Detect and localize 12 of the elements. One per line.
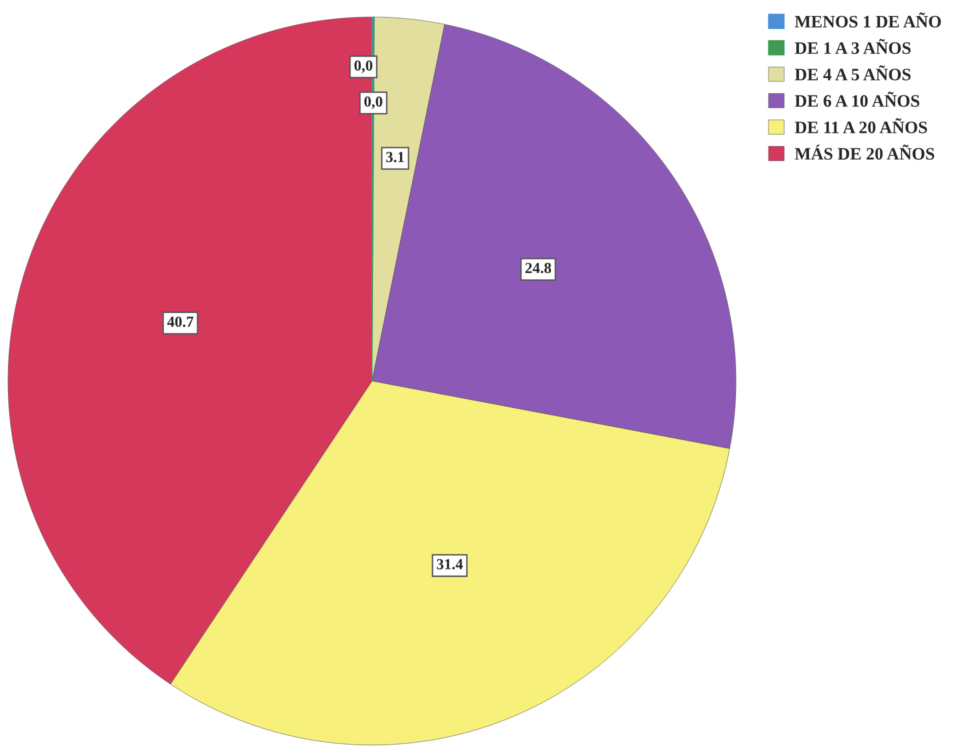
data-label: 40.7 — [167, 316, 194, 327]
data-label: 24.8 — [525, 262, 552, 274]
data-label: 31.4 — [436, 559, 463, 570]
legend-label: DE 6 A 10 AÑOS — [794, 92, 920, 107]
legend-label: DE 4 A 5 AÑOS — [794, 65, 911, 80]
legend-label: MÁS DE 20 AÑOS — [794, 144, 934, 160]
legend-label: MENOS 1 DE AÑO — [794, 12, 941, 28]
data-label: 3.1 — [386, 152, 404, 162]
data-label: 0,0 — [354, 60, 372, 73]
data-label: 0,0 — [364, 96, 382, 109]
legend-label: DE 11 A 20 AÑOS — [794, 118, 927, 134]
legend-label: DE 1 A 3 AÑOS — [794, 38, 911, 54]
